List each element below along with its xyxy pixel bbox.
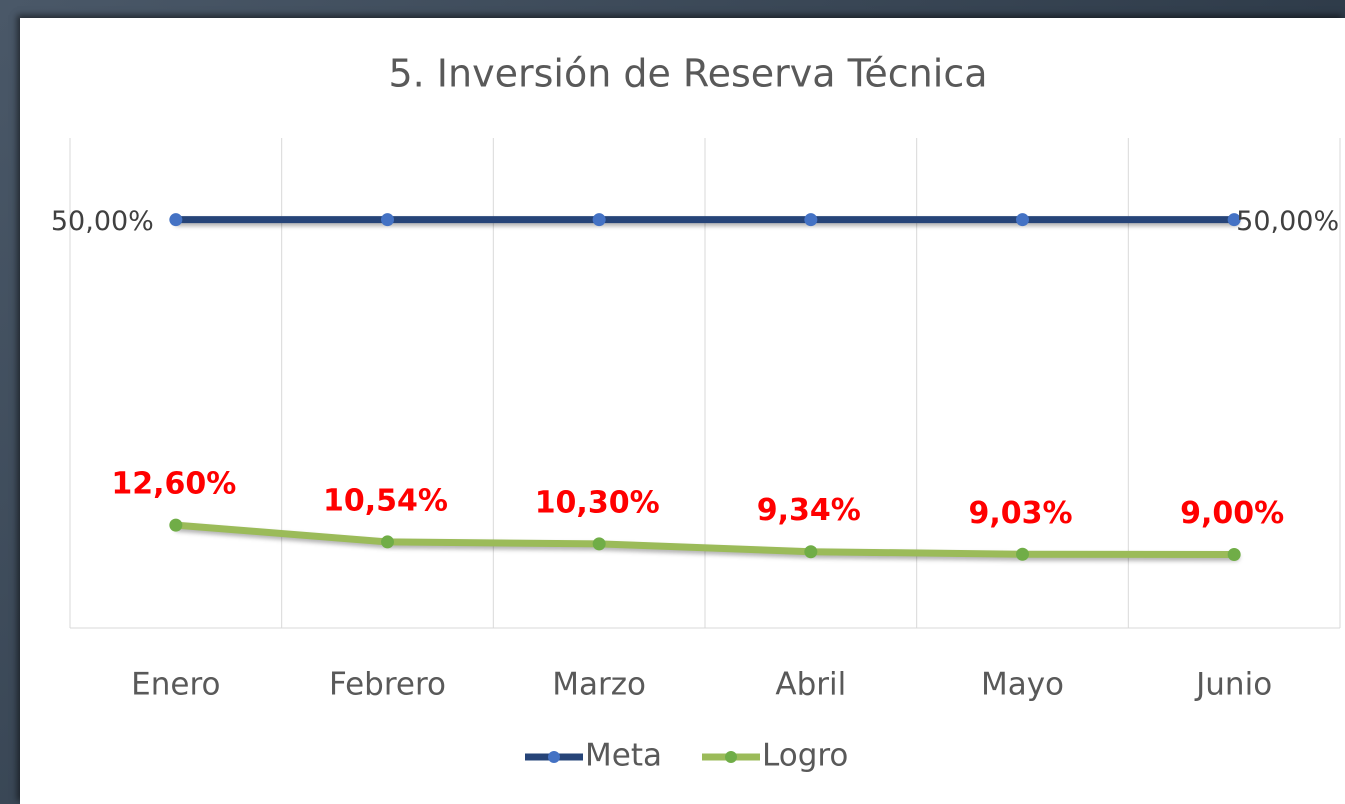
data-label: 9,34% [757, 493, 861, 528]
legend-marker [725, 751, 737, 763]
x-tick-label: Abril [775, 667, 846, 703]
marker [1227, 213, 1241, 227]
marker [169, 518, 183, 532]
data-label: 10,54% [323, 483, 448, 518]
marker [804, 213, 818, 227]
legend-label: Logro [762, 738, 848, 774]
legend-label: Meta [585, 738, 662, 774]
chart-title: 5. Inversión de Reserva Técnica [388, 52, 987, 96]
data-label: 50,00% [1236, 206, 1339, 237]
marker [804, 545, 818, 559]
data-label: 50,00% [51, 206, 154, 237]
marker [1016, 547, 1029, 561]
x-tick-label: Junio [1194, 667, 1272, 703]
legend-marker [548, 751, 560, 763]
x-tick-label: Enero [131, 667, 220, 703]
chart-panel [20, 18, 1345, 804]
marker [381, 535, 394, 549]
marker [1227, 548, 1241, 561]
x-tick-label: Mayo [981, 667, 1064, 703]
marker [1016, 213, 1029, 227]
data-label: 9,03% [968, 496, 1072, 531]
data-label: 10,30% [535, 485, 660, 520]
x-tick-label: Marzo [552, 667, 646, 703]
marker [592, 213, 606, 227]
series-line [172, 521, 1238, 558]
data-label: 9,00% [1180, 496, 1284, 531]
marker [592, 537, 606, 551]
x-tick-label: Febrero [329, 667, 446, 703]
marker [381, 213, 394, 227]
marker [169, 213, 183, 227]
data-label: 12,60% [111, 467, 236, 502]
